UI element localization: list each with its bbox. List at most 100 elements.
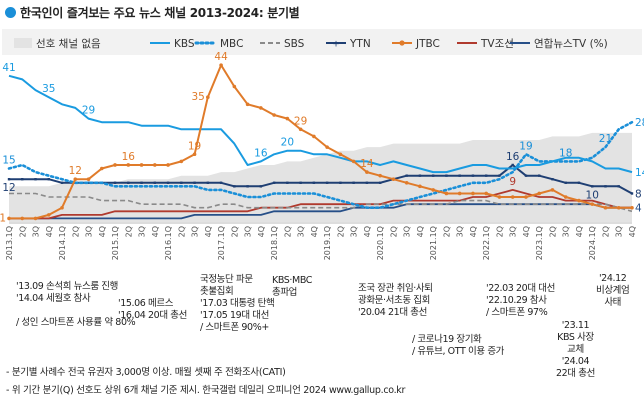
data-label-jtbc: 14 [360,158,374,170]
point-ytn [551,178,554,181]
legend-marker-jtbc [399,40,405,46]
x-tick-label: 4Q [416,226,425,237]
x-tick-label: 3Q [138,226,147,237]
legend-label-mbc: MBC [220,38,243,50]
point-jtbc [524,195,528,199]
point-jtbc [33,216,38,221]
point-jtbc [126,163,131,167]
point-ytn [458,174,461,177]
event-note-2017: 국정농단 파문 촛불집회 '17.03 대통령 탄핵 '17.05 19대 대선… [200,274,275,333]
point-ytn [180,181,183,184]
point-ytn [246,185,249,188]
point-ytn [405,174,408,177]
x-tick-label: 2Q [283,226,292,237]
point-ytn [166,181,170,184]
point-ytn [219,181,223,184]
x-tick-label: 3Q [85,226,94,237]
x-tick-label: 2016.1Q [164,226,173,260]
x-tick-label: 2014.1Q [58,226,67,260]
data-label-jtbc: 12 [69,165,82,177]
data-label-ytn: 8 [635,188,642,200]
point-jtbc [577,198,581,203]
point-ytn [538,174,541,177]
series-line-ytn [9,164,633,195]
area-no-preference [9,132,632,222]
x-tick-label: 4Q [257,226,266,237]
point-jtbc [510,195,515,199]
point-ytn [511,163,514,167]
point-jtbc [563,195,568,199]
x-tick-label: 2Q [124,226,133,237]
data-label-mbc: 15 [2,155,15,167]
point-ytn [34,178,37,181]
x-tick-label: 4Q [575,226,584,237]
x-tick-label: 3Q [191,226,200,237]
point-jtbc [298,127,303,132]
series-line-tv [9,188,632,220]
data-label-kbs: 14 [635,167,644,179]
footnote-1: - 분기별 사례수 전국 유권자 3,000명 이상. 매월 셋째 주 전화조사… [6,367,286,378]
x-tick-label: 2Q [336,226,345,237]
point-ytn [630,192,634,195]
x-tick-label: 2Q [177,226,186,237]
point-ytn [127,181,130,184]
title-bullet-icon [5,7,16,18]
point-jtbc [630,205,634,210]
point-ytn [299,181,302,184]
point-jtbc [537,191,542,196]
data-label-jtbc: 16 [122,151,136,163]
point-jtbc [312,134,316,139]
x-tick-label: 2Q [601,226,610,237]
point-jtbc [166,163,170,167]
point-ytn [431,174,435,177]
point-jtbc [60,205,64,210]
series-line-jtbc [9,64,632,220]
event-note-2015-2016: '15.06 메르스 '16.04 20대 총선 [118,298,187,321]
event-note-2024-12: '24.12 비상계엄 사태 [596,273,630,308]
point-ytn [564,181,567,184]
point-jtbc [113,163,117,167]
point-ytn [140,181,143,184]
x-tick-label: 3Q [350,226,359,237]
footnote-2: - 위 기간 분기(Q) 선호도 상위 6개 채널 기준 제시. 한국갤럽 데일… [6,385,406,396]
x-tick-label: 4Q [363,226,372,237]
point-jtbc [616,205,621,210]
point-jtbc [471,191,475,196]
x-tick-label: 4Q [469,226,478,237]
x-tick-label: 4Q [204,226,213,237]
point-ytn [604,185,607,188]
data-label-ytn: 12 [2,182,15,194]
point-jtbc [590,202,595,206]
point-jtbc [272,113,276,117]
x-tick-label: 2013.1Q [5,226,14,260]
chart-title: 한국인이 즐겨보는 주요 뉴스 채널 2013-2024: 분기별 [20,6,300,20]
point-ytn [524,174,528,177]
x-tick-label: 4Q [151,226,160,237]
x-tick-label: 2022.1Q [482,226,491,260]
point-ytn [591,185,594,188]
x-tick-label: 2020.1Q [376,226,385,260]
x-tick-label: 2015.1Q [111,226,120,260]
point-ytn [352,181,355,184]
series-line-sbs [9,192,633,213]
event-note-2019-2020: 조국 장관 취임·사퇴 광화문·서초동 집회 '20.04 21대 총선 [358,283,433,318]
point-jtbc [351,159,356,164]
x-tick-label: 3Q [562,226,571,237]
point-ytn [286,181,289,184]
data-label-mbc: 18 [559,147,572,159]
x-tick-label: 2Q [71,226,80,237]
x-tick-label: 2021.1Q [429,226,438,260]
legend-label-ytn: YTN [349,38,371,50]
data-label-mbc: 21 [599,133,612,145]
x-tick-label: 4Q [45,226,54,237]
point-jtbc [418,184,422,189]
legend-label-none: 선호 채널 없음 [36,37,101,50]
data-label-kbs: 16 [254,147,268,159]
x-tick-label: 2018.1Q [270,226,279,260]
x-tick-label: 4Q [98,226,107,237]
event-note-2023-2024: '23.11 KBS 사장 교체 '24.04 22대 총선 [556,320,595,379]
point-ytn [484,174,488,177]
point-ytn [60,181,64,184]
point-ytn [339,181,342,184]
